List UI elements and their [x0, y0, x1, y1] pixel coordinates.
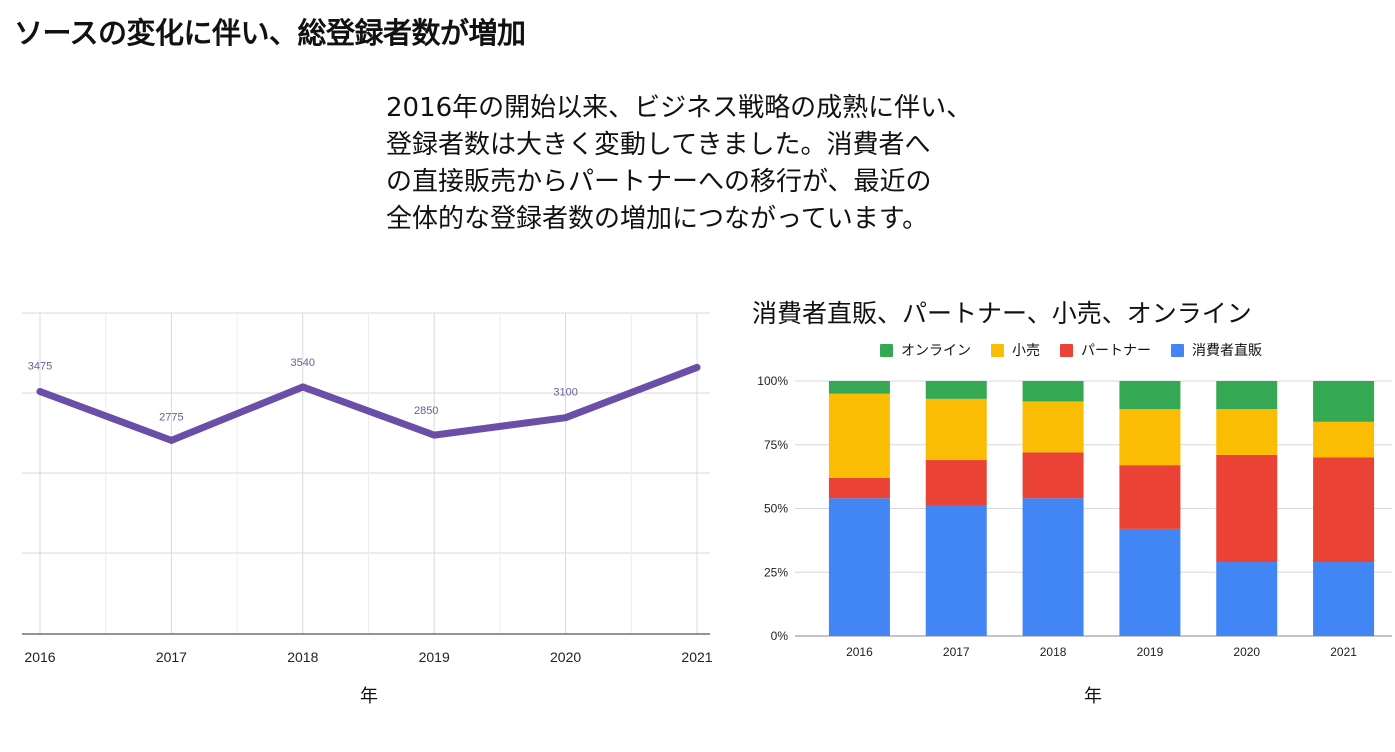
line-data-point	[167, 436, 175, 444]
line-data-label: 2775	[159, 411, 183, 423]
legend-item-retail: 小売	[991, 340, 1040, 360]
summary-line: の直接販売からパートナーへの移行が、最近の	[386, 167, 932, 197]
line-data-label: 3100	[553, 387, 577, 399]
bar-segment-partner	[925, 460, 987, 506]
bar-segment-partner	[1216, 454, 1278, 563]
bar-y-tick-label: 0%	[771, 629, 789, 643]
bar-segment-direct	[1313, 562, 1375, 636]
line-data-point	[299, 383, 307, 391]
bar-x-tick-label: 2020	[1233, 645, 1260, 659]
legend-item-direct: 消費者直販	[1171, 340, 1262, 360]
legend-label-retail: 小売	[1012, 343, 1040, 359]
summary-paragraph: 2016年の開始以来、ビジネス戦略の成熟に伴い、 登録者数は大きく変動してきまし…	[386, 90, 1006, 238]
bar-chart-x-axis-title: 年	[1084, 686, 1102, 707]
legend-swatch-direct	[1171, 343, 1184, 357]
bar-segment-direct	[1022, 498, 1084, 636]
bar-x-tick-label: 2019	[1137, 645, 1164, 659]
line-data-point	[430, 431, 438, 439]
bar-segment-retail	[1119, 409, 1181, 466]
bar-x-tick-label: 2021	[1330, 645, 1357, 659]
legend-swatch-partner	[1060, 343, 1073, 357]
bar-segment-retail	[1216, 409, 1278, 455]
bar-chart-legend: オンライン 小売 パートナー 消費者直販	[880, 340, 1282, 360]
bar-segment-partner	[1022, 452, 1084, 499]
bar-x-tick-label: 2018	[1040, 645, 1067, 659]
registrations-series-line	[36, 363, 701, 444]
line-data-point	[693, 363, 701, 371]
line-x-tick-label: 2019	[419, 649, 450, 665]
line-data-label: 2850	[414, 405, 438, 417]
line-chart-x-axis-title: 年	[360, 686, 378, 707]
bar-segment-partner	[1119, 465, 1181, 529]
line-data-point	[562, 414, 570, 422]
bar-segment-online	[1119, 381, 1181, 410]
line-x-tick-label: 2020	[550, 649, 581, 665]
legend-swatch-retail	[991, 343, 1004, 357]
bar-segment-online	[925, 381, 987, 399]
bar-segment-retail	[1313, 421, 1375, 458]
line-x-tick-label: 2016	[24, 649, 55, 665]
line-data-point	[36, 388, 44, 396]
summary-line: 全体的な登録者数の増加につながっています。	[386, 204, 929, 234]
bar-y-tick-label: 75%	[764, 438, 788, 452]
bar-chart-title: 消費者直販、パートナー、小売、オンライン	[752, 299, 1252, 328]
line-x-tick-label: 2021	[681, 649, 712, 665]
bar-y-tick-label: 100%	[757, 374, 788, 388]
slide-title: ソースの変化に伴い、総登録者数が増加	[14, 16, 526, 50]
legend-label-partner: パートナー	[1081, 343, 1151, 359]
summary-line: 2016年の開始以来、ビジネス戦略の成熟に伴い、	[386, 93, 973, 123]
bar-segment-partner	[1313, 457, 1375, 563]
line-x-tick-label: 2017	[156, 649, 187, 665]
legend-label-direct: 消費者直販	[1192, 343, 1262, 359]
bar-y-tick-label: 50%	[764, 502, 788, 516]
bar-segment-online	[1022, 381, 1084, 402]
bar-segment-partner	[828, 477, 890, 499]
bar-segment-direct	[1119, 528, 1181, 636]
bar-segment-online	[1216, 381, 1278, 410]
legend-item-partner: パートナー	[1060, 340, 1151, 360]
bar-segment-online	[1313, 381, 1375, 422]
bar-y-tick-label: 25%	[764, 565, 788, 579]
line-x-tick-label: 2018	[287, 649, 318, 665]
summary-line: 登録者数は大きく変動してきました。消費者へ	[386, 130, 931, 160]
bar-segment-retail	[828, 393, 890, 478]
bar-segment-direct	[828, 498, 890, 636]
legend-label-online: オンライン	[901, 343, 971, 359]
legend-item-online: オンライン	[880, 340, 971, 360]
bar-segment-direct	[925, 505, 987, 636]
line-data-label: 3475	[28, 361, 52, 373]
bar-segment-online	[828, 381, 890, 394]
bar-x-tick-label: 2017	[943, 645, 970, 659]
bar-segment-direct	[1216, 562, 1278, 636]
line-data-label: 3540	[291, 357, 315, 369]
bar-x-tick-label: 2016	[846, 645, 873, 659]
bar-segment-retail	[1022, 401, 1084, 453]
legend-swatch-online	[880, 343, 893, 357]
bar-segment-retail	[925, 398, 987, 461]
